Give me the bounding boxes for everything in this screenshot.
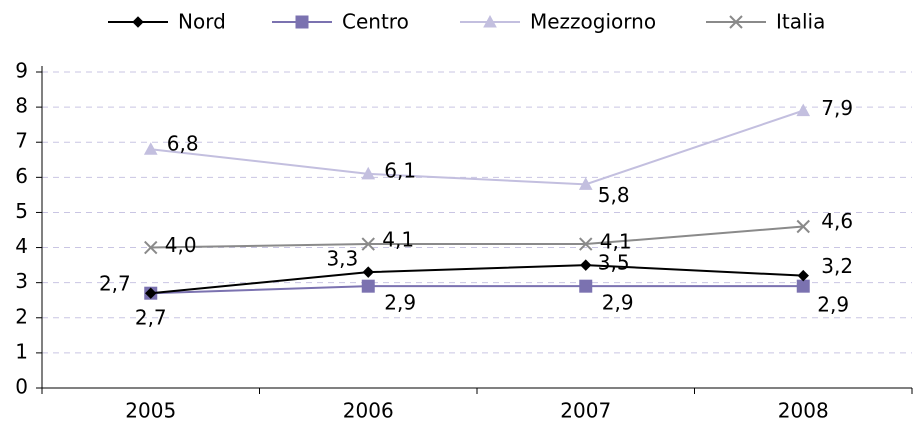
y-tick-label: 2 <box>15 304 28 328</box>
data-label: 6,1 <box>384 158 416 182</box>
legend-label: Nord <box>178 10 226 34</box>
series-line <box>150 264 804 295</box>
marker <box>796 103 811 117</box>
legend-item: Italia <box>706 10 825 34</box>
x-tick-label: 2006 <box>343 399 394 422</box>
marker <box>361 166 376 180</box>
x-tick-label: 2005 <box>125 399 176 422</box>
series: 4,0 4,1 4,1 4,6 <box>144 209 853 257</box>
marker <box>145 287 157 299</box>
y-tick-label: 8 <box>15 94 28 118</box>
x-tick-label: 2007 <box>560 399 611 422</box>
data-label: 4,0 <box>165 233 197 257</box>
legend-item: Mezzogiorno <box>460 10 656 34</box>
legend-label: Centro <box>342 10 409 34</box>
legend-label: Italia <box>776 10 825 34</box>
marker <box>361 279 375 293</box>
y-tick-label: 7 <box>15 129 28 153</box>
x-tick-label: 2008 <box>778 399 829 422</box>
data-label: 3,2 <box>821 254 853 278</box>
marker <box>144 240 158 255</box>
data-label: 3,5 <box>598 251 630 275</box>
y-tick-label: 6 <box>15 164 28 188</box>
data-label: 7,9 <box>821 96 853 120</box>
marker <box>579 237 593 251</box>
y-tick-label: 9 <box>15 59 28 83</box>
series-line <box>150 285 804 295</box>
series-line <box>150 225 804 249</box>
data-label: 4,1 <box>382 228 414 252</box>
marker <box>483 14 497 28</box>
marker <box>580 259 592 271</box>
data-label: 5,8 <box>598 183 630 207</box>
data-label: 6,8 <box>167 132 199 156</box>
y-tick-label: 5 <box>15 199 28 223</box>
y-tick-label: 1 <box>15 339 28 363</box>
data-label: 4,6 <box>821 209 853 233</box>
legend-item: Nord <box>108 10 226 34</box>
data-label: 2,9 <box>602 291 634 315</box>
marker <box>362 266 374 278</box>
data-label: 3,3 <box>326 247 358 271</box>
marker <box>143 142 158 155</box>
marker <box>729 15 743 29</box>
series: 6,8 6,1 5,8 7,9 <box>143 96 853 207</box>
marker <box>578 177 593 190</box>
marker <box>295 15 309 29</box>
data-label: 2,9 <box>384 291 416 315</box>
data-label: 2,9 <box>817 293 849 317</box>
series: 2,7 2,9 2,9 2,9 <box>135 279 849 330</box>
marker <box>579 279 593 293</box>
marker <box>796 219 810 234</box>
data-label: 2,7 <box>135 306 167 330</box>
y-tick-label: 4 <box>15 234 28 258</box>
marker <box>132 16 144 28</box>
data-label: 2,7 <box>99 272 131 296</box>
marker <box>361 237 375 251</box>
legend-label: Mezzogiorno <box>530 10 656 34</box>
y-tick-label: 0 <box>15 375 28 399</box>
data-label: 4,1 <box>600 230 632 254</box>
marker <box>797 269 809 282</box>
series-line <box>150 109 804 186</box>
marker <box>796 279 810 293</box>
legend-item: Centro <box>272 10 409 34</box>
y-tick-label: 3 <box>15 269 28 293</box>
series: 2,7 3,3 3,5 3,2 <box>99 247 853 299</box>
